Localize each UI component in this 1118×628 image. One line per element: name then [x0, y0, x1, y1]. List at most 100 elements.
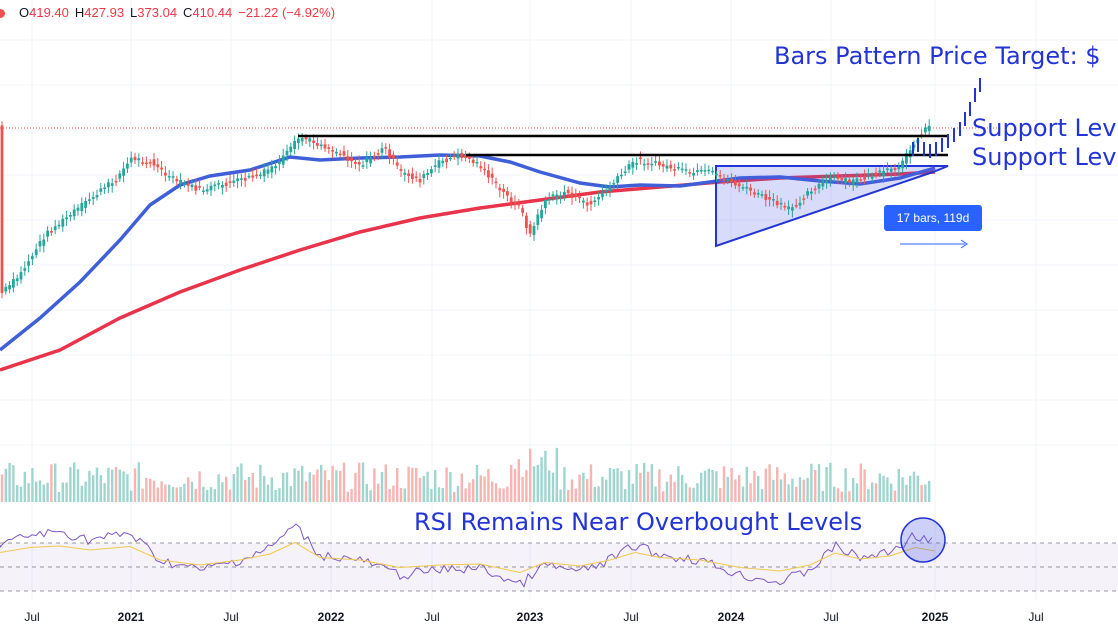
volume-bar: [445, 467, 448, 502]
volume-bar: [69, 467, 72, 502]
volume-bar: [806, 477, 809, 502]
volume-bar: [498, 488, 501, 502]
candle: [373, 155, 376, 158]
volume-bar: [852, 477, 855, 502]
candle: [627, 164, 631, 170]
candle: [365, 157, 369, 163]
candle: [19, 272, 23, 280]
volume-bar: [384, 464, 387, 502]
candle: [31, 256, 34, 260]
candle: [775, 200, 779, 206]
candle: [110, 183, 114, 186]
candle: [635, 163, 638, 165]
volume-bar: [206, 489, 209, 502]
candle: [513, 201, 517, 206]
rsi-ma-line: [0, 541, 936, 574]
candle: [137, 158, 141, 161]
volume-bar: [270, 477, 273, 502]
candle: [304, 137, 308, 140]
candle: [570, 192, 574, 198]
volume-bar: [616, 468, 619, 502]
candle: [122, 168, 125, 176]
volume-bar: [46, 482, 49, 502]
candle: [764, 193, 768, 200]
volume-bar: [677, 466, 680, 502]
volume-bar: [323, 470, 327, 502]
candle: [844, 178, 847, 184]
candle: [395, 162, 399, 166]
candle: [855, 178, 859, 183]
candle: [464, 154, 467, 159]
volume-bar: [848, 491, 851, 502]
candle: [559, 195, 562, 198]
candle: [555, 194, 559, 200]
volume-bar: [540, 457, 543, 502]
support-upper-annotation: Support Lev: [972, 114, 1117, 142]
volume-bar: [396, 468, 399, 502]
volume-bar: [392, 485, 395, 502]
volume-bar: [745, 466, 748, 502]
candle: [198, 186, 201, 188]
candle: [141, 162, 144, 164]
volume-bar: [331, 465, 334, 502]
candle: [737, 183, 741, 187]
volume-bar: [388, 489, 391, 502]
volume-bar: [840, 491, 843, 502]
volume-bar: [753, 470, 756, 502]
volume-bar: [893, 490, 897, 502]
candle: [42, 239, 46, 246]
volume-bar: [494, 483, 498, 502]
volume-bar: [669, 474, 672, 502]
volume-bar: [726, 476, 729, 502]
volume-bar: [266, 484, 270, 502]
volume-bar: [130, 490, 133, 502]
volume-bar: [620, 471, 623, 502]
candle: [236, 178, 239, 182]
x-axis-tick-label: Jul: [223, 610, 239, 624]
candle: [836, 176, 840, 179]
candle: [684, 169, 688, 171]
candle: [50, 231, 53, 233]
candle: [209, 185, 213, 191]
candle: [468, 156, 471, 159]
candle: [274, 166, 277, 169]
candle: [224, 182, 228, 186]
candle: [791, 207, 794, 211]
candle: [99, 188, 103, 192]
candle: [91, 197, 95, 199]
volume-bar: [722, 466, 726, 502]
candle: [787, 206, 790, 210]
candle: [350, 157, 353, 162]
volume-bar: [559, 489, 562, 502]
candle: [498, 187, 502, 191]
candle: [783, 205, 787, 208]
volume-bar: [282, 472, 285, 502]
volume-bar: [650, 464, 653, 502]
candle: [734, 180, 737, 186]
candle: [15, 278, 19, 282]
candle: [380, 148, 384, 153]
high-value: 427.93: [84, 5, 125, 20]
volume-bar: [137, 462, 140, 502]
volume-bar: [525, 470, 528, 502]
candle: [905, 153, 908, 164]
volume-bar: [779, 479, 783, 502]
volume-bar: [190, 481, 194, 502]
candle: [582, 200, 585, 203]
volume-bar: [665, 481, 669, 502]
volume-bar: [570, 479, 574, 502]
volume-bar: [757, 475, 760, 502]
projection-bars: [900, 78, 981, 249]
volume-bar: [213, 489, 216, 502]
volume-bar: [27, 483, 30, 502]
candle: [422, 174, 426, 178]
candle: [711, 170, 714, 173]
volume-bar: [643, 462, 646, 502]
volume-bar: [285, 472, 289, 502]
volume-bar: [217, 474, 220, 502]
candle: [376, 153, 380, 155]
volume-bar: [415, 467, 418, 502]
volume-bar: [886, 477, 889, 502]
volume-bar: [437, 487, 441, 502]
x-axis-tick-label: Jul: [1028, 610, 1044, 624]
